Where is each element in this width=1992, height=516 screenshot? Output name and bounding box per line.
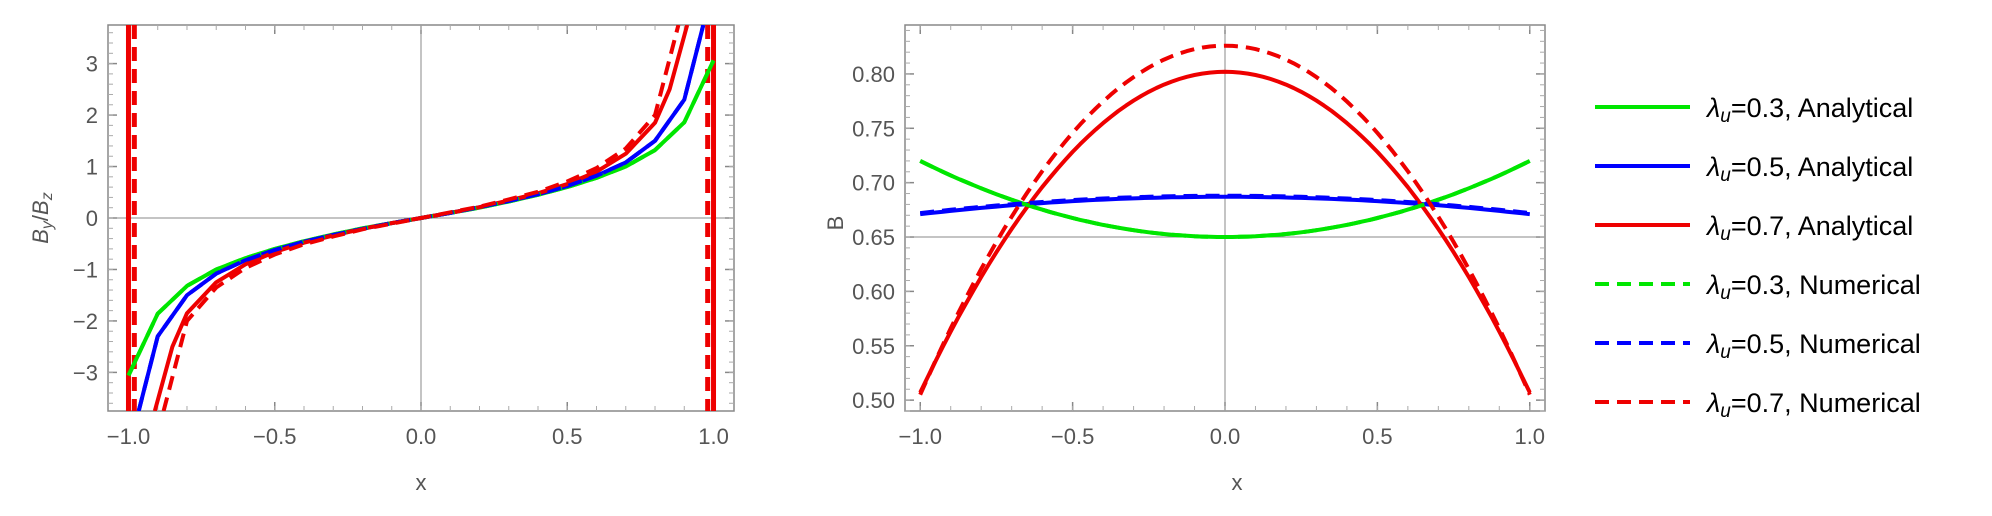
right-series-lambda-0.3-numerical bbox=[919, 159, 1531, 239]
right-ytick-label: 0.50 bbox=[852, 388, 895, 413]
right-plot-xlabel: x bbox=[1232, 470, 1243, 495]
left-series-lambda-0.7-numerical bbox=[161, 25, 681, 411]
left-ytick-label: 0 bbox=[86, 206, 98, 231]
right-ytick-label: 0.65 bbox=[852, 225, 895, 250]
left-xtick-label: 0.5 bbox=[552, 424, 583, 449]
right-xtick-label: −0.5 bbox=[1051, 424, 1094, 449]
right-plot-ticks: −1.0 −0.5 0.0 0.5 1.0 0.50 0.55 0.60 0.65 0.70 0.7… bbox=[852, 25, 1545, 449]
right-xtick-label: 1.0 bbox=[1514, 424, 1545, 449]
legend-entry: λu=0.3, Numerical bbox=[1595, 270, 1921, 304]
right-plot-ylabel: B bbox=[823, 216, 848, 231]
legend-label: λu=0.5, Numerical bbox=[1705, 329, 1921, 363]
legend-label: λu=0.7, Numerical bbox=[1705, 388, 1921, 422]
legend-label: λu=0.3, Analytical bbox=[1705, 93, 1913, 127]
right-plot-origin-axes bbox=[905, 25, 1545, 411]
left-plot: −1.0 −0.5 0.0 0.5 1.0 −3 −2 −1 0 1 2 3 x By/Bz bbox=[28, 24, 735, 495]
right-series-lambda-0.7-analytical bbox=[918, 69, 1532, 394]
right-xtick-label: 0.5 bbox=[1362, 424, 1393, 449]
right-xtick-label: 0.0 bbox=[1210, 424, 1241, 449]
left-ytick-label: 3 bbox=[86, 52, 98, 77]
legend-label: λu=0.3, Numerical bbox=[1705, 270, 1921, 304]
legend: λu=0.3, Analytical λu=0.5, Analytical λu=0… bbox=[1595, 93, 1921, 422]
left-plot-ticks: −1.0 −0.5 0.0 0.5 1.0 −3 −2 −1 0 1 2 3 bbox=[73, 25, 734, 449]
left-ytick-label: 2 bbox=[86, 103, 98, 128]
left-ytick-label: 1 bbox=[86, 155, 98, 180]
legend-entry: λu=0.3, Analytical bbox=[1595, 93, 1913, 127]
left-ytick-label: −3 bbox=[73, 360, 98, 385]
legend-entry: λu=0.5, Analytical bbox=[1595, 152, 1913, 186]
legend-label: λu=0.5, Analytical bbox=[1705, 152, 1913, 186]
left-plot-series bbox=[125, 25, 717, 411]
legend-label: λu=0.7, Analytical bbox=[1705, 211, 1913, 245]
right-ytick-label: 0.70 bbox=[852, 171, 895, 196]
legend-entry: λu=0.5, Numerical bbox=[1595, 329, 1921, 363]
left-xtick-label: 1.0 bbox=[698, 424, 729, 449]
legend-entry: λu=0.7, Numerical bbox=[1595, 388, 1921, 422]
right-plot: −1.0 −0.5 0.0 0.5 1.0 0.50 0.55 0.60 0.65 0.70 0.7… bbox=[823, 24, 1546, 495]
left-ytick-label: −1 bbox=[73, 257, 98, 282]
right-ytick-label: 0.75 bbox=[852, 116, 895, 141]
left-xtick-label: 0.0 bbox=[406, 424, 437, 449]
left-xtick-label: −1.0 bbox=[107, 424, 150, 449]
left-ytick-label: −2 bbox=[73, 309, 98, 334]
legend-entry: λu=0.7, Analytical bbox=[1595, 211, 1913, 245]
left-plot-ylabel: By/Bz bbox=[28, 192, 56, 244]
right-xtick-label: −1.0 bbox=[899, 424, 942, 449]
right-series-lambda-0.7-numerical bbox=[918, 43, 1532, 396]
right-plot-series bbox=[918, 43, 1532, 396]
left-xtick-label: −0.5 bbox=[253, 424, 296, 449]
right-ytick-label: 0.55 bbox=[852, 334, 895, 359]
left-plot-xlabel: x bbox=[416, 470, 427, 495]
right-ytick-label: 0.80 bbox=[852, 62, 895, 87]
right-ytick-label: 0.60 bbox=[852, 279, 895, 304]
